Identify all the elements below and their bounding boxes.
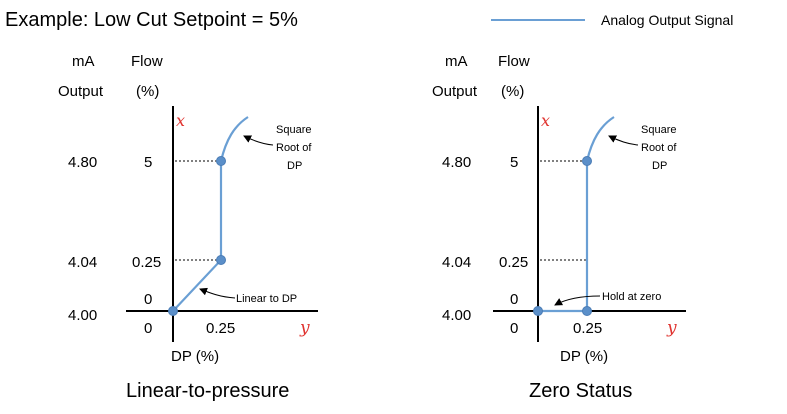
diagram-title: Example: Low Cut Setpoint = 5% [5,9,298,31]
signal-curve [172,116,249,312]
header-ma: mA [72,53,95,70]
header-output: Output [432,83,478,100]
point-origin [168,306,178,316]
header-ma: mA [445,53,468,70]
header-flow: Flow [131,53,163,70]
point-5 [216,156,226,166]
arrow-sqrt [243,135,274,146]
panel-caption-linear: Linear-to-pressure [126,380,289,402]
arrow-sqrt [608,135,639,146]
point-0-25 [216,255,226,265]
legend-label: Analog Output Signal [601,12,733,28]
annotation-sqrt-line1: Square [641,124,676,136]
xlabel: DP (%) [171,348,219,365]
point-5 [582,156,592,166]
annotation-sqrt-line2: Root of [641,142,677,154]
axis-var-y: y [299,318,310,338]
legend: Analog Output Signal [491,12,733,28]
annotation-hold: Hold at zero [602,291,661,303]
flow-tick-5: 5 [144,154,152,171]
header-percent: (%) [136,83,159,100]
header-percent: (%) [501,83,524,100]
arrow-hold [554,295,601,306]
annotation-sqrt-line2: Root of [276,142,312,154]
arrow-linear [199,287,236,299]
ma-tick-4-80: 4.80 [442,154,471,171]
header-output: Output [58,83,104,100]
panel-linear-to-pressure: mA Flow Output (%) x y 4.80 4.04 4.00 5 … [58,53,318,402]
dp-tick-0-25: 0.25 [206,320,235,337]
annotation-sqrt-line1: Square [276,124,311,136]
point-0-25 [582,306,592,316]
ma-tick-4-04: 4.04 [68,254,97,271]
xlabel: DP (%) [560,348,608,365]
axis-var-x: x [176,111,185,130]
axis-var-x: x [541,111,550,130]
panel-caption-zero: Zero Status [529,380,632,402]
ma-tick-4-00: 4.00 [68,307,97,324]
ma-tick-4-04: 4.04 [442,254,471,271]
flow-tick-0: 0 [510,291,518,308]
axis-var-y: y [666,318,677,338]
flow-tick-0-25: 0.25 [132,254,161,271]
point-origin [533,306,543,316]
dp-tick-0: 0 [510,320,518,337]
annotation-linear: Linear to DP [236,293,297,305]
annotation-sqrt-line3: DP [287,160,302,172]
flow-tick-0-25: 0.25 [499,254,528,271]
signal-curve [538,116,615,313]
panel-zero-status: mA Flow Output (%) x y 4.80 4.04 4.00 5 … [432,53,686,402]
header-flow: Flow [498,53,530,70]
ma-tick-4-80: 4.80 [68,154,97,171]
flow-tick-5: 5 [510,154,518,171]
dp-tick-0: 0 [144,320,152,337]
dp-tick-0-25: 0.25 [573,320,602,337]
flow-tick-0: 0 [144,291,152,308]
ma-tick-4-00: 4.00 [442,307,471,324]
annotation-sqrt-line3: DP [652,160,667,172]
